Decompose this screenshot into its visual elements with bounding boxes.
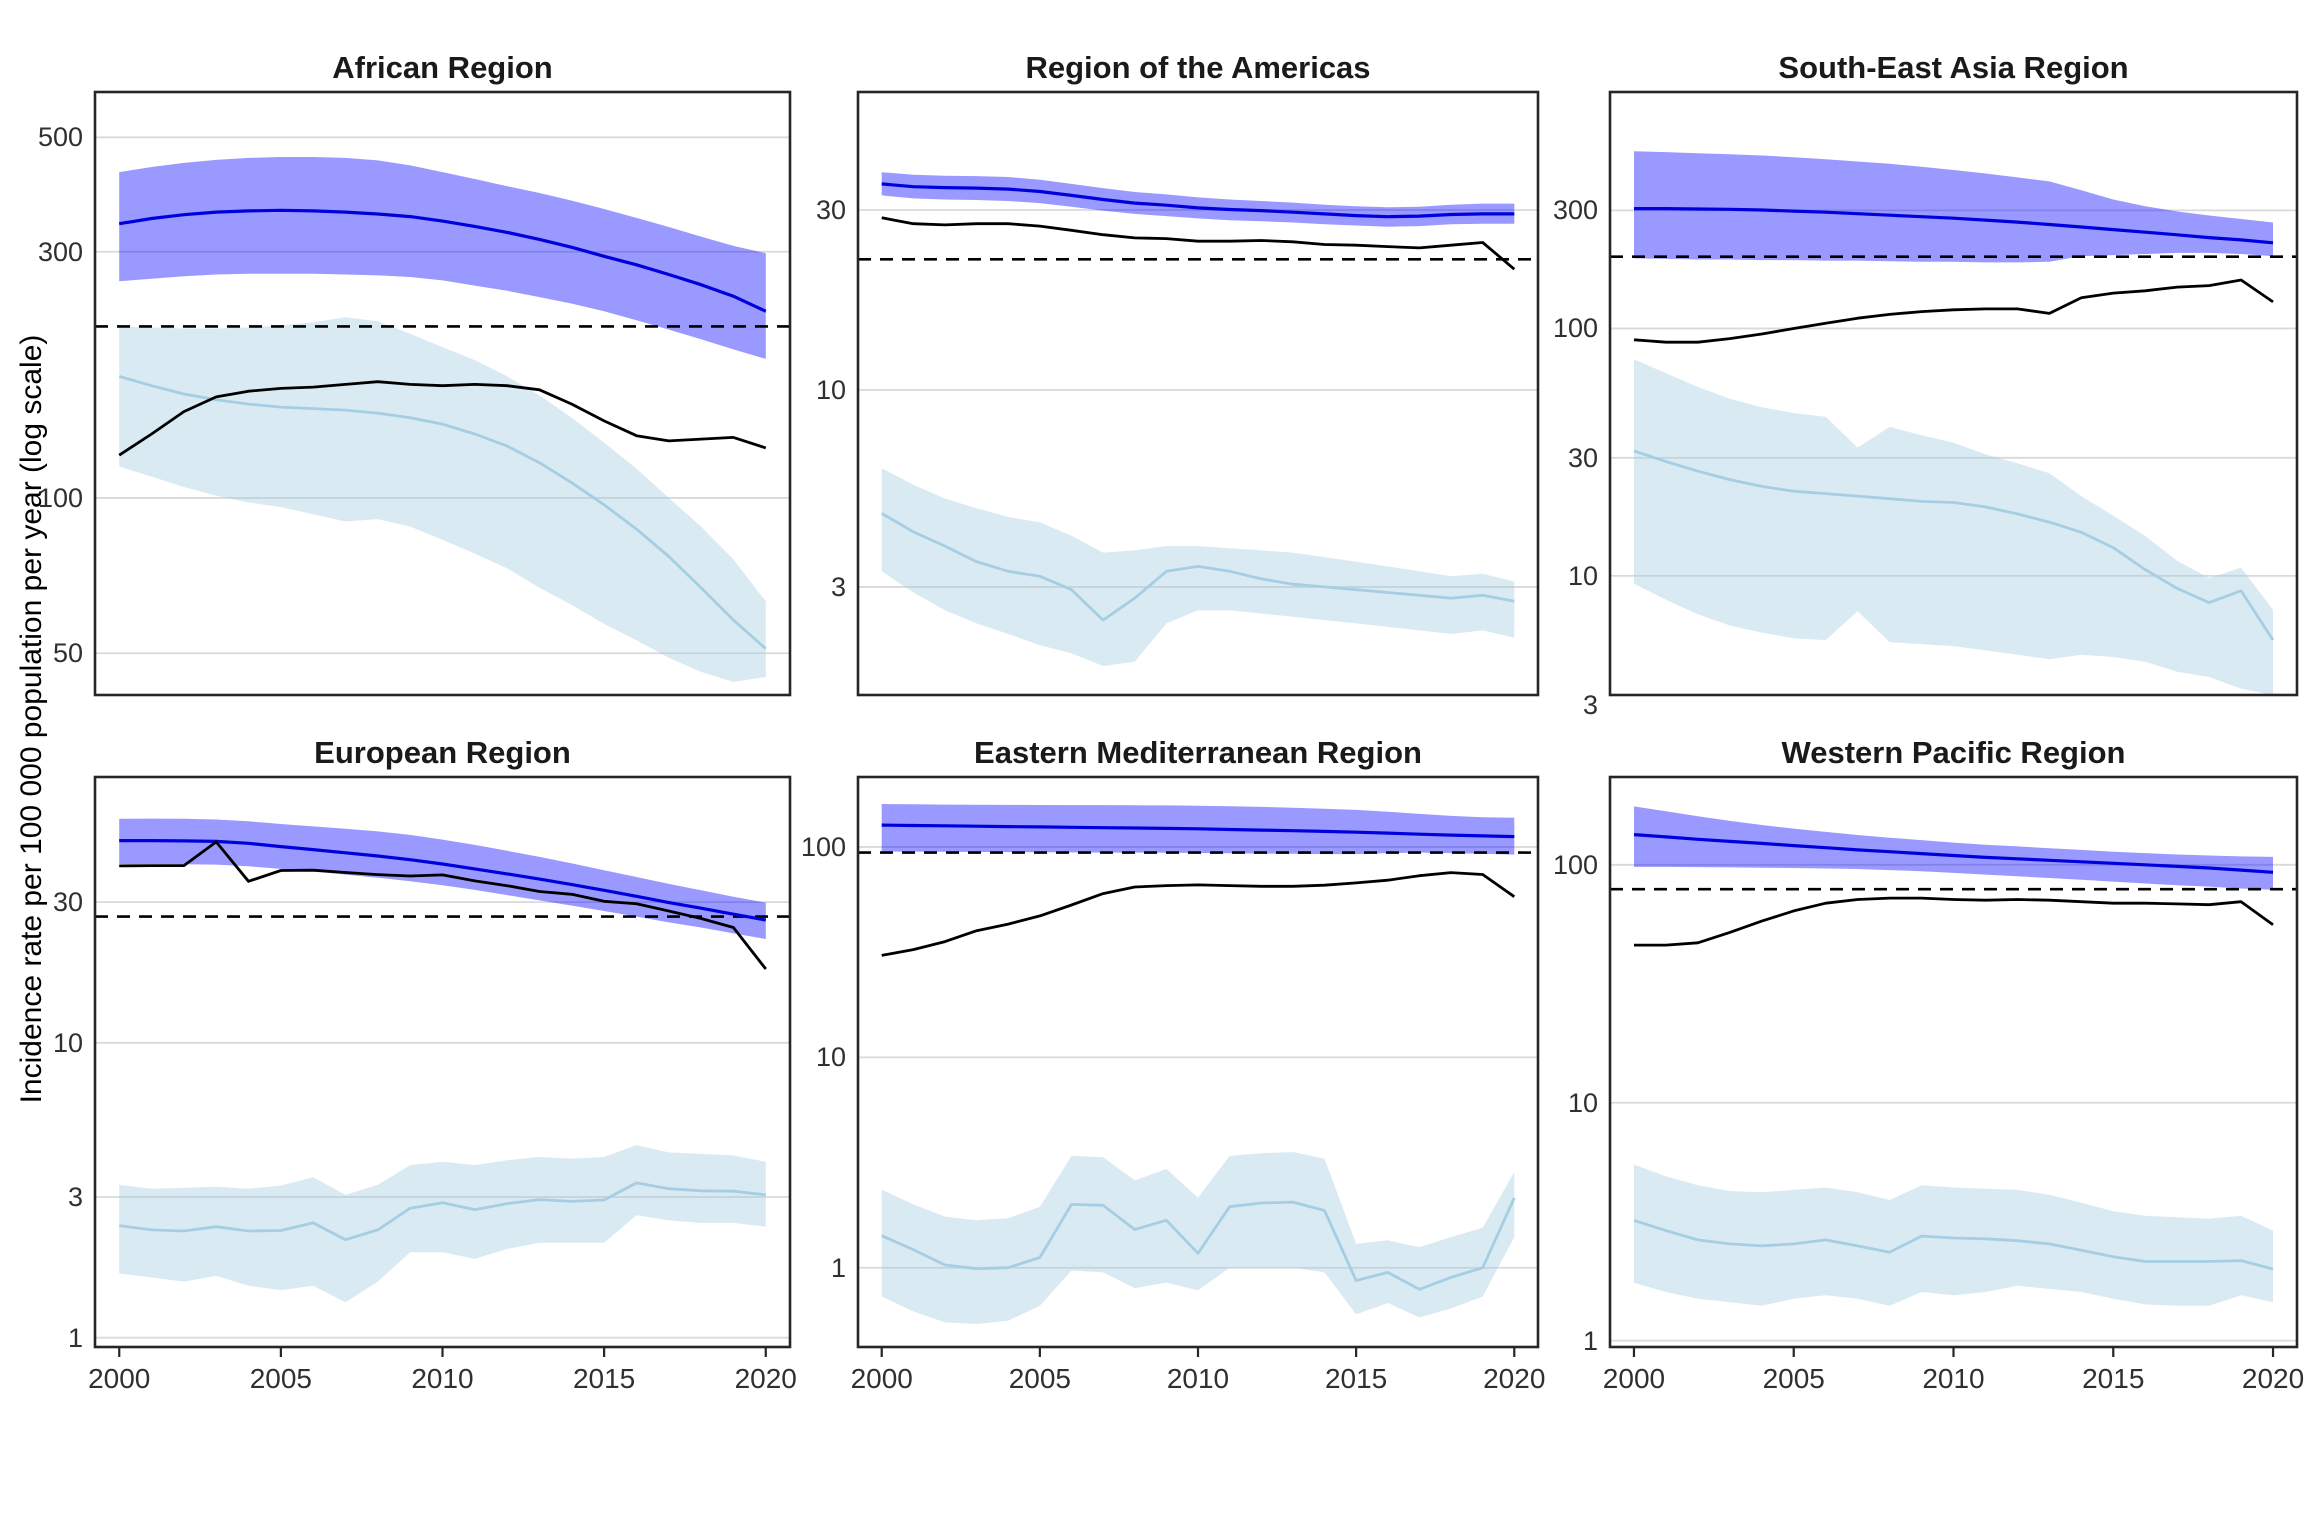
- blue-band-line-african-region: [118, 208, 767, 313]
- black-line-south-east-asia-region: [1633, 278, 2274, 344]
- x-tick-label: 2005: [1762, 1363, 1825, 1394]
- x-tick-label: 2015: [1324, 1363, 1388, 1394]
- y-tick-label: 30: [815, 195, 846, 226]
- blue-band-western-pacific-region: [1634, 806, 2273, 890]
- y-tick-label: 10: [1567, 560, 1598, 591]
- x-tick-label: 2005: [1008, 1363, 1071, 1394]
- y-tick-label: 30: [1567, 442, 1598, 473]
- panel-border: [856, 90, 1540, 697]
- y-tick-label: 10: [815, 374, 846, 405]
- blue-band-line-eastern-mediterranean-region: [881, 823, 1515, 839]
- panel-region-of-the-americas: [856, 90, 1540, 697]
- x-tick-label: 2020: [1483, 1363, 1546, 1394]
- panel-title-region-of-the-americas: Region of the Americas: [1025, 50, 1371, 85]
- y-tick-label: 100: [1552, 313, 1598, 344]
- y-tick-label: 100: [800, 831, 846, 862]
- blue-band-line-european-region: [119, 839, 767, 922]
- panel-title-south-east-asia-region: South-East Asia Region: [1778, 50, 2129, 85]
- black-line-european-region: [119, 840, 767, 970]
- panel-border: [1608, 90, 2299, 697]
- blue-band-european-region: [119, 818, 766, 939]
- light-blue-band-line-western-pacific-region: [1633, 1219, 2274, 1271]
- x-tick-label: 2000: [88, 1363, 151, 1394]
- y-tick-label: 10: [52, 1027, 83, 1058]
- light-blue-band-line-eastern-mediterranean-region: [881, 1197, 1516, 1291]
- panel-title-western-pacific-region: Western Pacific Region: [1781, 735, 2126, 770]
- black-line-western-pacific-region: [1634, 896, 2274, 947]
- y-tick-label: 1: [830, 1252, 846, 1283]
- blue-band-region-of-the-americas: [881, 172, 1515, 227]
- blue-band-line-western-pacific-region: [1633, 833, 2274, 874]
- panel-background: [95, 777, 790, 1347]
- panel-african-region: [93, 90, 792, 697]
- panel-title-african-region: African Region: [332, 50, 553, 85]
- y-tick-label: 10: [1567, 1087, 1598, 1118]
- x-tick-label: 2010: [411, 1363, 474, 1394]
- light-blue-band-line-european-region: [119, 1181, 766, 1242]
- x-tick-label: 2020: [734, 1363, 797, 1394]
- x-tick-label: 2015: [2082, 1363, 2145, 1394]
- y-tick-label: 50: [52, 638, 83, 669]
- panel-border: [93, 90, 792, 697]
- panel-background: [95, 92, 790, 695]
- panel-european-region: [93, 775, 792, 1357]
- panel-title-european-region: European Region: [314, 735, 571, 770]
- y-tick-label: 300: [37, 236, 83, 267]
- light-blue-band-line-african-region: [118, 375, 767, 650]
- x-tick-label: 2000: [850, 1363, 913, 1394]
- light-blue_band-south-east-asia-region: [1634, 359, 2273, 695]
- black-line-african-region: [118, 380, 767, 457]
- panel-western-pacific-region: [1608, 775, 2299, 1357]
- panel-title-eastern-mediterranean-region: Eastern Mediterranean Region: [974, 735, 1422, 770]
- y-tick-label: 3: [1582, 690, 1598, 721]
- y-tick-label: 1: [67, 1322, 83, 1353]
- x-tick-label: 2010: [1922, 1363, 1985, 1394]
- y-tick-label: 30: [52, 887, 83, 918]
- y-tick-label: 10: [815, 1042, 846, 1073]
- y-tick-label: 3: [67, 1182, 83, 1212]
- x-tick-label: 2005: [249, 1363, 312, 1394]
- x-tick-label: 2020: [2241, 1363, 2304, 1394]
- blue-band-line-south-east-asia-region: [1634, 207, 2274, 245]
- light-blue_band-european-region: [119, 1145, 766, 1303]
- panel-background: [1610, 92, 2297, 695]
- blue-band-african-region: [119, 157, 766, 359]
- y-tick-label: 500: [37, 122, 83, 153]
- x-tick-label: 2015: [572, 1363, 636, 1394]
- x-tick-label: 2000: [1602, 1363, 1666, 1394]
- blue-band-line-region-of-the-americas: [881, 182, 1515, 219]
- y-tick-label: 1: [1582, 1325, 1598, 1356]
- light-blue-band-line-south-east-asia-region: [1633, 449, 2275, 641]
- black-line-eastern-mediterranean-region: [881, 871, 1516, 957]
- panel-south-east-asia-region: [1608, 90, 2299, 697]
- black-line-region-of-the-americas: [881, 216, 1516, 271]
- panel-background: [1610, 777, 2297, 1347]
- y-tick-label: 100: [1552, 849, 1598, 880]
- light-blue_band-western-pacific-region: [1634, 1164, 2273, 1306]
- light-blue-band-line-region-of-the-americas: [880, 512, 1515, 622]
- y-tick-label: 100: [37, 482, 83, 513]
- panel-eastern-mediterranean-region: [856, 775, 1540, 1357]
- x-tick-label: 2010: [1166, 1363, 1230, 1394]
- y-tick-label: 300: [1552, 195, 1598, 226]
- y-tick-label: 3: [830, 571, 846, 602]
- blue-band-south-east-asia-region: [1634, 151, 2273, 263]
